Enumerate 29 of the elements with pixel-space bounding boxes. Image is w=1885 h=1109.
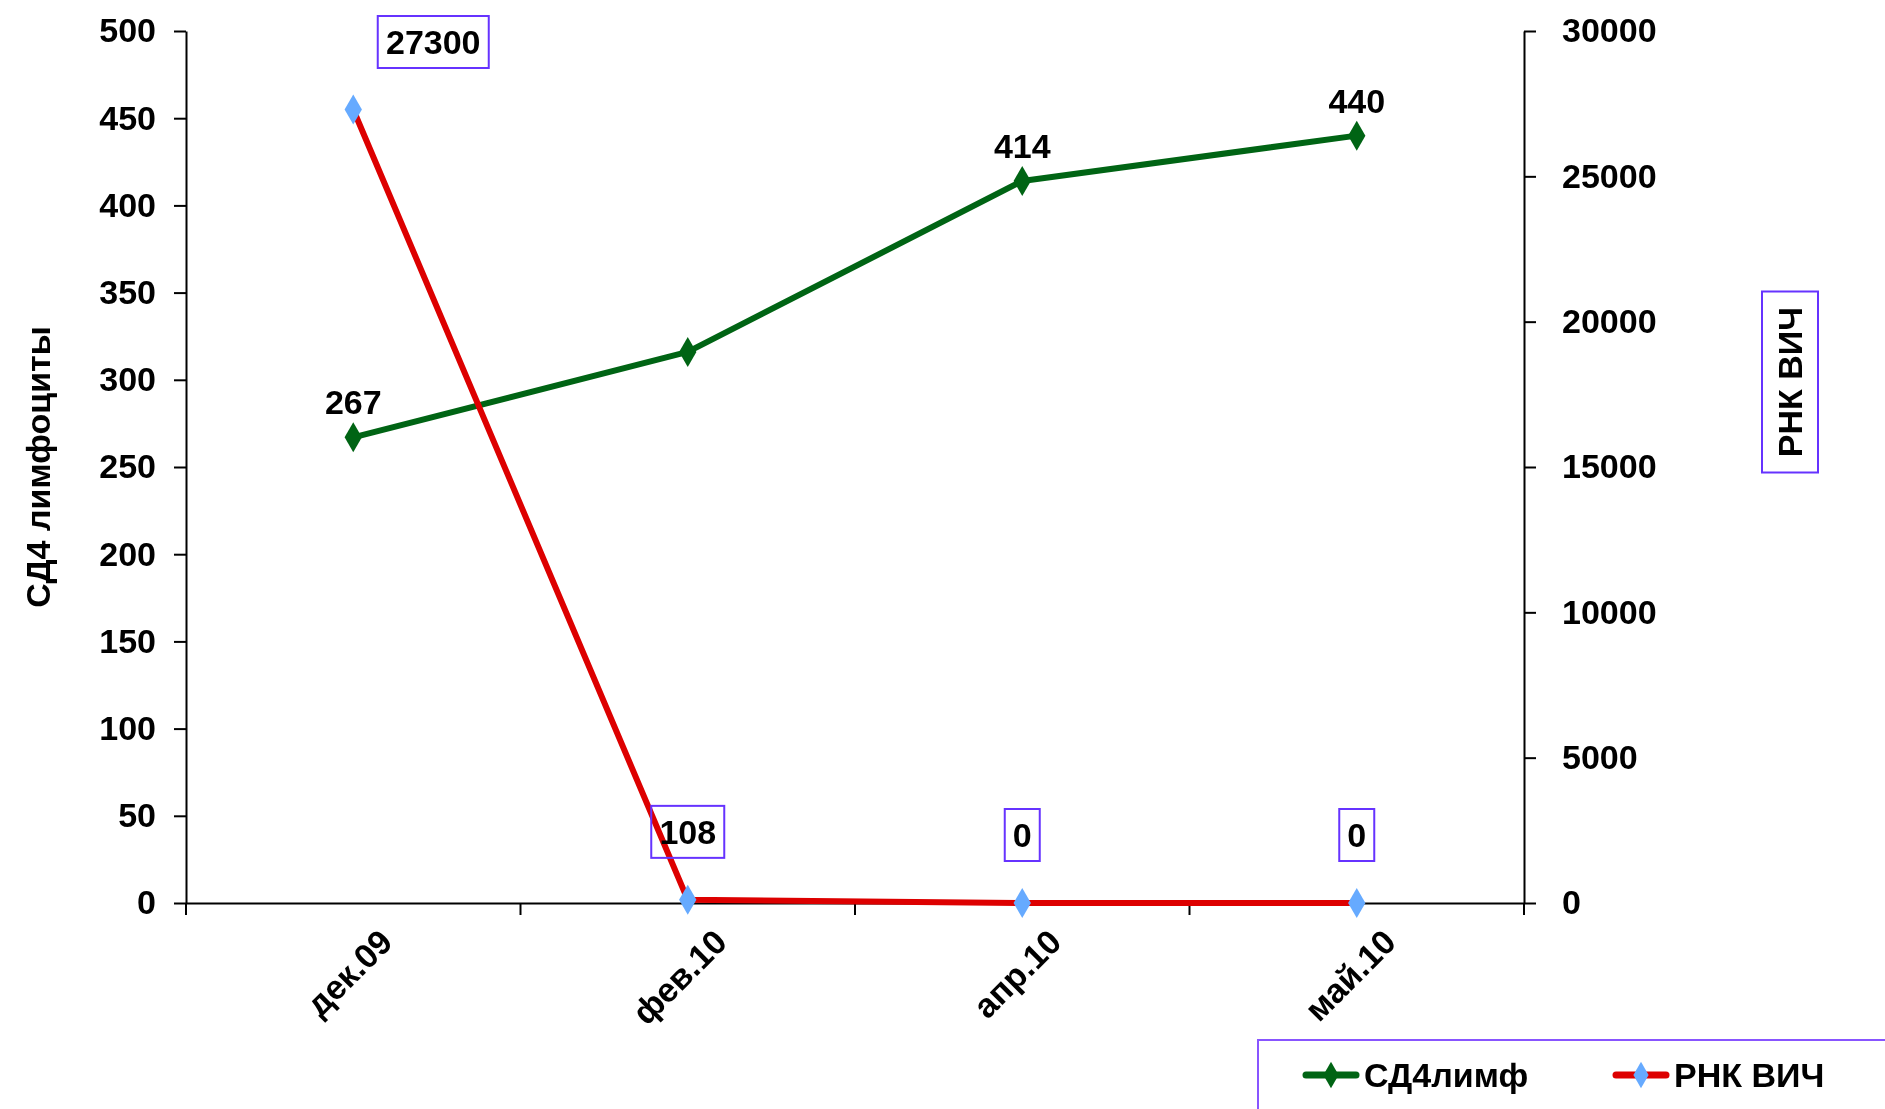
y2-tick-label: 30000 — [1562, 11, 1657, 50]
y-tick-label: 450 — [99, 98, 156, 137]
data-label: 108 — [659, 812, 717, 851]
data-label: 0 — [1012, 816, 1032, 854]
y-tick-label: 200 — [99, 534, 156, 573]
y2-tick-label: 0 — [1562, 883, 1581, 922]
y2-tick-label: 25000 — [1562, 156, 1657, 195]
y-tick-label: 400 — [99, 185, 156, 224]
y2-tick-label: 20000 — [1562, 302, 1657, 341]
data-label: 27300 — [385, 23, 481, 61]
y2-axis-title: РНК ВИЧ — [1771, 306, 1809, 458]
data-label: 440 — [1328, 81, 1386, 120]
y-tick-label: 350 — [99, 272, 156, 311]
data-label: 0 — [1347, 816, 1367, 854]
y-tick-label: 50 — [118, 796, 156, 835]
legend-label: СД4лимф — [1364, 1056, 1529, 1094]
legend-label: РНК ВИЧ — [1674, 1056, 1825, 1094]
data-label: 267 — [324, 383, 382, 422]
data-label: 414 — [993, 126, 1051, 165]
y2-tick-label: 15000 — [1562, 447, 1657, 486]
y-tick-label: 250 — [99, 447, 156, 486]
y-axis-title: СД4 лимфоциты — [19, 326, 57, 608]
y-tick-label: 150 — [99, 621, 156, 660]
y-tick-label: 0 — [137, 883, 156, 922]
y2-tick-label: 10000 — [1562, 592, 1657, 631]
y-tick-label: 100 — [99, 708, 156, 747]
y-tick-label: 500 — [99, 11, 156, 50]
y-tick-label: 300 — [99, 360, 156, 399]
y2-tick-label: 5000 — [1562, 738, 1638, 777]
